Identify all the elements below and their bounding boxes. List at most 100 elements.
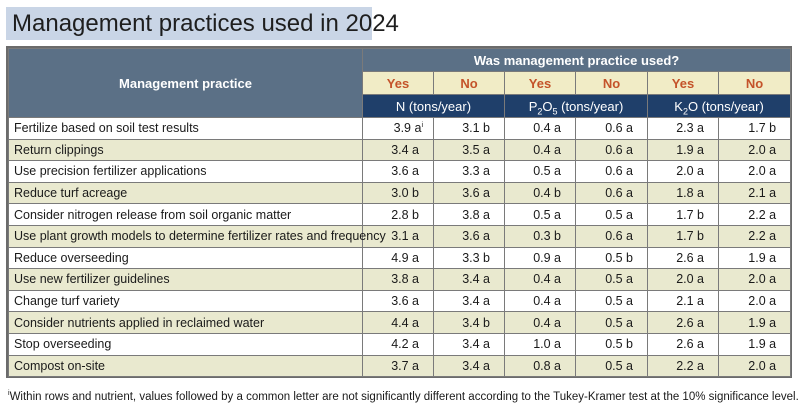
practice-name: Compost on-site [8,354,363,378]
value-text: 2.6 a [676,250,704,265]
value-text: 0.6 a [605,164,633,179]
value-text: 3.1 a [391,229,419,244]
value-cell-n-yes: 3.6 a [362,289,434,313]
value-cell-k-yes: 2.0 a [647,160,719,183]
value-cell-p-no: 0.5 a [575,203,648,226]
value-text: 0.6 a [605,121,633,136]
value-cell-n-no: 3.4 b [433,311,505,334]
value-cell-n-no: 3.4 a [433,354,505,378]
value-cell-p-no: 0.6 a [575,181,648,205]
value-text: 4.9 a [391,250,419,265]
value-cell-p-yes: 0.4 a [504,289,576,313]
value-text: 3.5 a [462,142,490,157]
value-cell-k-yes: 1.7 b [647,224,719,248]
value-cell-n-yes: 3.4 a [362,138,434,162]
value-text: 0.5 a [605,294,633,309]
value-cell-n-yes: 3.6 a [362,160,434,183]
value-text: 1.0 a [533,337,561,352]
yes-header: Yes [362,71,434,95]
management-practices-table: Management practice Was management pract… [8,48,792,378]
value-text: 0.3 b [533,229,561,244]
value-cell-n-no: 3.8 a [433,203,505,226]
value-cell-k-no: 2.1 a [717,181,792,205]
value-cell-p-yes: 0.8 a [504,354,576,378]
value-cell-p-no: 0.5 a [575,268,648,291]
value-text: 1.9 a [676,142,704,157]
value-cell-k-no: 2.0 a [717,160,792,183]
value-text: 3.4 a [391,142,419,157]
value-text: 0.4 a [533,142,561,157]
value-cell-n-yes: 3.7 a [362,354,434,378]
value-cell-n-yes: 3.8 a [362,268,434,291]
value-cell-n-no: 3.6 a [433,224,505,248]
value-cell-n-no: 3.1 b [433,117,505,140]
value-text: 3.9 a [393,121,422,136]
value-cell-k-no: 2.2 a [717,203,792,226]
footnote-marker: i [8,390,10,398]
table-frame [6,46,792,378]
value-text: 0.5 a [605,358,633,373]
value-cell-k-no: 1.7 b [717,117,792,140]
footnote: iWithin rows and nutrient, values follow… [8,390,799,403]
table-row: Reduce overseeding 4.9 a 3.3 b 0.9 a 0.5 b 2.… [8,246,792,270]
table-row: Use new fertilizer guidelines 3.8 a 3.4 a 0… [8,268,792,291]
value-text: 3.3 b [462,250,490,265]
table-row: Change turf variety 3.6 a 3.4 a 0.4 a 0.5 a 2… [8,289,792,313]
value-text: 0.5 b [605,250,633,265]
value-cell-k-yes: 2.3 a [647,117,719,140]
value-cell-n-yes: 2.8 b [362,203,434,226]
value-cell-p-no: 0.6 a [575,138,648,162]
value-text: 1.7 b [676,229,704,244]
value-cell-p-no: 0.5 a [575,289,648,313]
value-text: 0.5 a [605,315,633,330]
value-text: 0.8 a [533,358,561,373]
potash-unit-header: K2O (tons/year) [646,94,792,118]
value-text: 0.5 a [605,272,633,287]
value-cell-p-yes: 0.4 a [504,311,576,334]
value-text: 2.8 b [391,207,419,222]
value-cell-k-no: 2.0 a [717,268,792,291]
value-cell-p-yes: 0.9 a [504,246,576,270]
table-row: Consider nitrogen release from soil orga… [8,203,792,226]
value-cell-n-yes: 4.2 a [362,332,434,356]
value-cell-k-yes: 2.6 a [647,311,719,334]
table-row: Reduce turf acreage 3.0 b 3.6 a 0.4 b 0.6 a 1… [8,181,792,205]
value-text: 0.6 a [605,229,633,244]
value-cell-n-yes: 3.0 b [362,181,434,205]
value-cell-p-no: 0.5 b [575,246,648,270]
o-symbol: O [542,98,553,114]
table-row: Use precision fertilizer applications 3.6… [8,160,792,183]
value-text: 2.3 a [676,121,704,136]
practice-name: Stop overseeding [8,332,363,356]
value-text: 2.2 a [748,229,777,244]
value-cell-p-no: 0.6 a [575,160,648,183]
table-row: Return clippings 3.4 a 3.5 a 0.4 a 0.6 a 1.9 … [8,138,792,162]
practice-name: Fertilize based on soil test results [8,117,363,140]
value-text: 3.0 b [391,186,419,201]
value-cell-k-yes: 2.6 a [647,246,719,270]
value-text: 3.4 a [462,272,490,287]
value-text: 2.6 a [676,337,704,352]
table-row: Consider nutrients applied in reclaimed … [8,311,792,334]
o-subscript: 5 [552,106,558,117]
nitrogen-unit-header: N (tons/year) [362,94,505,118]
value-text: 2.0 a [748,142,777,157]
value-text: 3.4 a [462,337,490,352]
footnote-ref: i [421,122,423,130]
table-row: Use plant growth models to determine fer… [8,224,792,248]
value-cell-p-yes: 0.5 a [504,203,576,226]
p-symbol: P [528,98,538,114]
value-cell-k-no: 2.0 a [717,354,792,378]
value-text: 4.2 a [391,337,419,352]
value-text: 3.1 b [462,121,490,136]
practice-name: Use plant growth models to determine fer… [8,224,386,248]
nitrogen-unit-label: N (tons/year) [395,98,472,114]
value-text: 0.4 a [533,121,561,136]
value-text: 3.3 a [462,164,490,179]
value-cell-k-yes: 1.9 a [647,138,719,162]
table-row: Stop overseeding 4.2 a 3.4 a 1.0 a 0.5 b 2.6 … [8,332,792,356]
value-text: 2.0 a [748,164,777,179]
value-cell-n-no: 3.3 b [433,246,505,270]
phosphate-unit-suffix: (tons/year) [557,98,624,114]
value-cell-k-yes: 1.7 b [647,203,719,226]
